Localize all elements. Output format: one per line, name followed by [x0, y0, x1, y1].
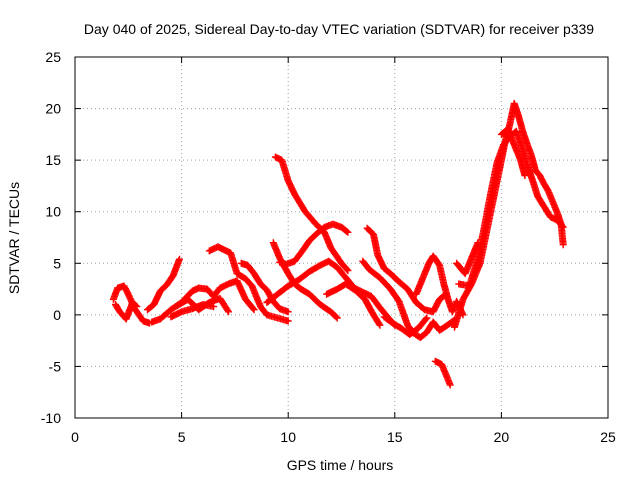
data-series-segment [359, 257, 458, 341]
data-point [521, 172, 529, 180]
data-point [422, 315, 430, 323]
data-point [343, 228, 351, 235]
x-tick-label: 20 [494, 429, 510, 445]
data-point [225, 308, 232, 316]
data-points [109, 99, 567, 389]
data-point [132, 302, 140, 310]
data-point [284, 317, 292, 325]
data-series-segment [431, 357, 454, 389]
x-tick-label: 10 [280, 429, 296, 445]
data-point [344, 267, 352, 274]
data-series-segment [205, 243, 292, 325]
data-point [333, 314, 341, 322]
data-series-segment [455, 127, 567, 290]
data-point [250, 306, 258, 314]
x-tick-label: 0 [71, 429, 79, 445]
data-series-segment [167, 301, 218, 321]
data-point [376, 321, 384, 329]
axis-ticks: 0 5 10 15 20 25 -10 -5 0 5 10 15 20 25 [41, 49, 616, 445]
data-series-segment [148, 277, 258, 326]
data-series-segment [453, 239, 482, 278]
data-series-segment [363, 224, 450, 316]
y-tick-label: -10 [41, 410, 61, 426]
x-tick-label: 5 [178, 429, 186, 445]
data-point [344, 228, 352, 236]
data-point [224, 306, 232, 314]
data-point [559, 241, 567, 249]
data-point [343, 266, 351, 273]
data-series-segment [497, 125, 529, 180]
y-tick-label: 10 [45, 204, 61, 220]
y-tick-label: 0 [53, 307, 61, 323]
y-axis-label: SDTVAR / TECUs [6, 182, 22, 294]
data-point [446, 381, 454, 389]
data-point [176, 255, 183, 263]
data-series-segment [380, 313, 431, 338]
data-point [423, 314, 431, 322]
y-tick-label: -5 [49, 358, 62, 374]
data-point [332, 313, 340, 321]
data-point [249, 305, 257, 313]
data-point [474, 239, 482, 247]
data-series-segment [323, 280, 384, 329]
grid-lines [75, 57, 608, 418]
data-series-segment [112, 299, 141, 323]
plot-frame [74, 56, 609, 419]
data-series-segment [276, 220, 352, 268]
data-point [559, 223, 567, 231]
x-tick-label: 15 [387, 429, 403, 445]
y-tick-label: 25 [45, 49, 61, 65]
x-axis-label: GPS time / hours [287, 457, 394, 473]
y-tick-label: 5 [53, 255, 61, 271]
data-series-segment [144, 255, 183, 314]
y-tick-label: 15 [45, 152, 61, 168]
data-series-segment [271, 153, 352, 274]
data-point [375, 320, 383, 328]
data-series-segment [412, 252, 467, 319]
data-point [558, 222, 566, 230]
x-tick-label: 25 [600, 429, 616, 445]
data-point [133, 303, 141, 311]
data-point [284, 308, 292, 316]
chart-title: Day 040 of 2025, Sidereal Day-to-day VTE… [84, 21, 594, 37]
data-point [210, 303, 218, 311]
y-tick-label: 20 [45, 101, 61, 117]
